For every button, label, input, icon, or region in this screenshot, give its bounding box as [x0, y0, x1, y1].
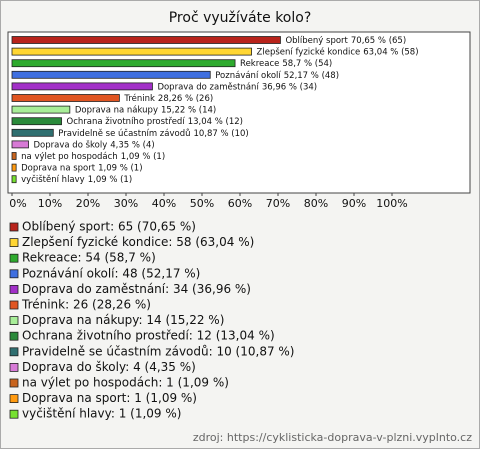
category-label: Pravidelně se účastním závodů — [58, 127, 190, 138]
legend-label: vyčištění hlavy: 1 (1,09 %) — [22, 407, 181, 421]
bar-label: Doprava do zaměstnání 36,96 % (34) — [157, 82, 317, 92]
legend-swatch — [9, 347, 19, 357]
bar — [11, 82, 153, 91]
legend-swatch — [9, 222, 19, 232]
legend-label: Poznávání okolí: 48 (52,17 %) — [22, 266, 200, 280]
x-tick-label: 100% — [376, 197, 407, 210]
legend-swatch — [9, 284, 19, 294]
x-tick-label: 40% — [152, 197, 176, 210]
value-label: 4,35 % (4) — [110, 140, 154, 150]
value-label: 58,7 % (54) — [282, 59, 332, 69]
x-tick-label: 80% — [304, 197, 328, 210]
source: zdroj: https://cyklisticka-doprava-v-plz… — [193, 431, 472, 444]
value-label: 63,04 % (58) — [363, 47, 418, 57]
legend-swatch — [9, 316, 19, 326]
bar — [11, 175, 17, 184]
bar-label: Zlepšení fyzické kondice 63,04 % (58) — [257, 46, 419, 57]
x-tick-label: 60% — [228, 197, 252, 210]
legend-swatch — [9, 409, 19, 419]
value-label: 10,87 % (10) — [193, 128, 248, 138]
value-label: 1,09 % (1) — [98, 163, 142, 173]
bar — [11, 163, 17, 172]
legend-label: Doprava na sport: 1 (1,09 %) — [22, 391, 197, 405]
x-tick-label: 50% — [190, 197, 214, 210]
legend-label: Pravidelně se účastním závodů: 10 (10,87… — [22, 344, 294, 358]
legend-label: Zlepšení fyzické kondice: 58 (63,04 %) — [22, 235, 254, 249]
category-label: Trénink — [123, 93, 155, 104]
category-label: na výlet po hospodách — [21, 152, 118, 162]
chart-title: Proč využíváte kolo? — [169, 10, 312, 26]
bar-label: Ochrana životního prostředí 13,04 % (12) — [67, 117, 243, 127]
bar — [11, 117, 62, 126]
bar — [11, 36, 281, 44]
category-label: Doprava na nákupy — [75, 105, 158, 115]
bar-label: Doprava na sport 1,09 % (1) — [21, 163, 142, 173]
category-label: vyčištění hlavy — [21, 174, 85, 185]
bar — [11, 128, 54, 137]
bar-label: Doprava do školy 4,35 % (4) — [34, 139, 155, 150]
bar-label: na výlet po hospodách 1,09 % (1) — [21, 152, 165, 162]
category-label: Oblíbený sport — [285, 36, 348, 46]
x-tick-label: 30% — [114, 197, 138, 210]
category-label: Ochrana životního prostředí — [67, 117, 186, 127]
bar-label: vyčištění hlavy 1,09 % (1) — [21, 174, 132, 185]
category-label: Zlepšení fyzické kondice — [257, 46, 361, 57]
category-label: Doprava do zaměstnání — [157, 82, 259, 92]
x-tick-label: 20% — [76, 197, 100, 210]
value-label: 70,65 % (65) — [351, 36, 406, 46]
bar — [11, 105, 71, 114]
value-label: 15,22 % (14) — [161, 105, 216, 115]
bar-label: Trénink 28,26 % (26) — [123, 93, 213, 104]
category-label: Doprava do školy — [34, 139, 108, 150]
bar-label: Oblíbený sport 70,65 % (65) — [285, 36, 406, 46]
legend-label: na výlet po hospodách: 1 (1,09 %) — [22, 376, 229, 390]
x-tick-label: 90% — [342, 197, 366, 210]
legend-swatch — [9, 300, 19, 310]
x-tick-label: 10% — [38, 197, 62, 210]
category-label: Doprava na sport — [21, 163, 96, 173]
bar — [11, 70, 211, 79]
legend-swatch — [9, 269, 19, 279]
bar — [11, 59, 236, 68]
legend-label: Trénink: 26 (28,26 %) — [21, 298, 151, 312]
legend-swatch — [9, 378, 19, 388]
x-tick-label: 70% — [266, 197, 290, 210]
legend-swatch — [9, 331, 19, 341]
legend-label: Doprava na nákupy: 14 (15,22 %) — [22, 313, 224, 327]
legend-label: Oblíbený sport: 65 (70,65 %) — [22, 220, 196, 234]
bar — [11, 94, 120, 102]
x-tick-label: 0% — [9, 197, 26, 210]
value-label: 28,26 % (26) — [158, 94, 213, 104]
value-label: 13,04 % (12) — [188, 117, 243, 127]
value-label: 36,96 % (34) — [262, 82, 317, 92]
bar-label: Doprava na nákupy 15,22 % (14) — [75, 105, 216, 115]
value-label: 1,09 % (1) — [121, 152, 165, 162]
bar-label: Poznávání okolí 52,17 % (48) — [215, 70, 339, 80]
legend-label: Doprava do zaměstnání: 34 (36,96 %) — [22, 282, 251, 296]
legend-swatch — [9, 362, 19, 372]
value-label: 1,09 % (1) — [88, 175, 132, 185]
category-label: Rekreace — [240, 59, 279, 69]
bar-label: Rekreace 58,7 % (54) — [240, 59, 332, 69]
plot-area — [7, 31, 471, 194]
bar-label: Pravidelně se účastním závodů 10,87 % (10… — [58, 127, 248, 138]
bar — [11, 140, 29, 149]
legend-label: Doprava do školy: 4 (4,35 %) — [22, 360, 196, 374]
bar — [11, 152, 17, 160]
legend-swatch — [9, 394, 19, 404]
legend-swatch — [9, 253, 19, 263]
bar — [11, 47, 252, 56]
legend-label: Rekreace: 54 (58,7 %) — [22, 251, 156, 265]
category-label: Poznávání okolí — [215, 70, 281, 80]
legend-label: Ochrana životního prostředí: 12 (13,04 %… — [22, 329, 275, 343]
value-label: 52,17 % (48) — [284, 70, 339, 80]
legend-swatch — [9, 238, 19, 248]
